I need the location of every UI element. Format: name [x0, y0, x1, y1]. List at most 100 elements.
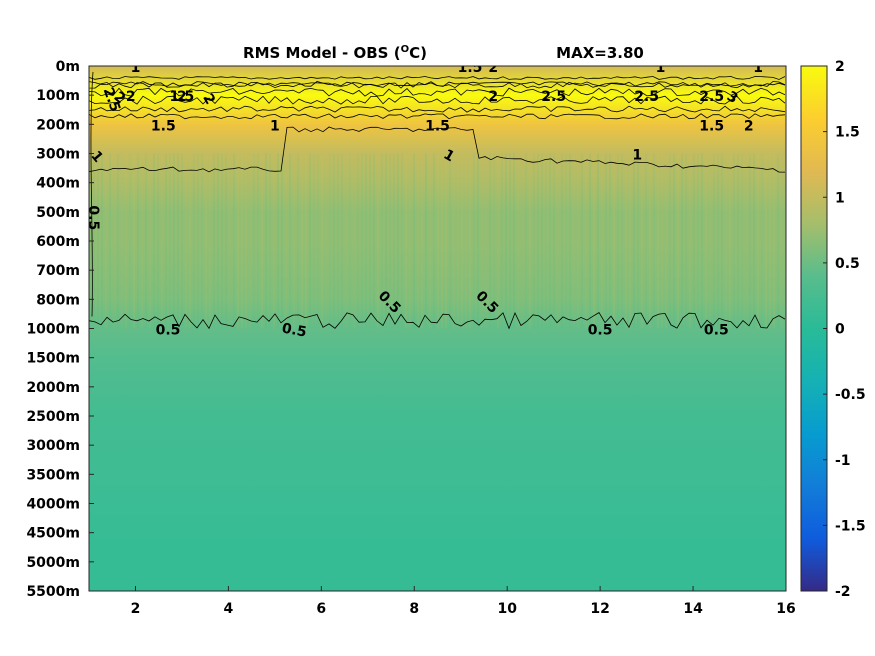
texture-stripe: [353, 153, 355, 329]
texture-stripe: [273, 153, 275, 329]
texture-stripe: [373, 153, 375, 329]
texture-stripe: [629, 153, 631, 329]
texture-stripe: [233, 153, 235, 329]
texture-stripe: [133, 153, 135, 329]
texture-stripe: [97, 153, 99, 329]
texture-stripe: [693, 153, 695, 329]
chart-title: RMS Model - OBS (OC): [243, 44, 427, 62]
x-tick-label: 10: [497, 601, 517, 617]
texture-stripe: [725, 153, 727, 329]
contour-labels: 1 1.5 2 1 12.522 1.52 2 2 2.5 2.5 2.5 31.5 1.5 21 1.51…: [85, 60, 763, 341]
texture-stripe: [377, 153, 379, 329]
texture-stripe: [513, 153, 515, 329]
texture-stripe: [225, 153, 227, 329]
texture-stripe: [137, 153, 139, 329]
texture-stripe: [773, 153, 775, 329]
texture-stripe: [237, 153, 239, 329]
texture-stripe: [181, 153, 183, 329]
texture-stripe: [585, 153, 587, 329]
texture-stripe: [125, 153, 127, 329]
texture-stripe: [673, 153, 675, 329]
colorbar-tick-label: -2: [835, 584, 851, 600]
texture-stripe: [449, 153, 451, 329]
contour-label: 1.5: [425, 118, 450, 134]
texture-stripe: [657, 153, 659, 329]
texture-stripe: [361, 153, 363, 329]
texture-stripe: [653, 153, 655, 329]
heatmap-plot-area: 1 1.5 2 1 12.522 1.52 2 2 2.5 2.5 2.5 31.5 1.5 21 1.51…: [85, 60, 786, 591]
texture-stripe: [265, 153, 267, 329]
colorbar-tick-label: 1.5: [835, 125, 860, 141]
colorbar-tick-label: -1: [835, 453, 851, 469]
texture-stripe: [189, 153, 191, 329]
contour-line-2.5-upper: [89, 87, 786, 97]
texture-stripe: [525, 153, 527, 329]
colorbar-tick-label: 1: [835, 190, 845, 206]
x-tick-label: 12: [590, 601, 609, 617]
texture-stripe: [645, 153, 647, 329]
heatmap-texture-layer: [89, 153, 786, 329]
texture-stripe: [313, 153, 315, 329]
texture-stripe: [505, 153, 507, 329]
texture-stripe: [161, 153, 163, 329]
contour-label: 0.5: [156, 323, 181, 339]
contour-line-1.5-lower: [89, 113, 786, 120]
texture-stripe: [205, 153, 207, 329]
texture-stripe: [445, 153, 447, 329]
texture-stripe: [385, 153, 387, 329]
texture-stripe: [297, 153, 299, 329]
texture-stripe: [365, 153, 367, 329]
texture-stripe: [529, 153, 531, 329]
texture-stripe: [685, 153, 687, 329]
texture-stripe: [197, 153, 199, 329]
texture-stripe: [169, 153, 171, 329]
contour-label: 2: [488, 60, 498, 76]
texture-stripe: [469, 153, 471, 329]
texture-stripe: [345, 153, 347, 329]
contour-line-1.5-top: [89, 81, 786, 87]
texture-stripe: [369, 153, 371, 329]
y-tick-label: 300m: [36, 147, 80, 163]
contour-label: 0.5: [85, 205, 101, 230]
texture-stripe: [341, 153, 343, 329]
x-tick-label: 8: [409, 601, 419, 617]
contour-label: 1: [270, 118, 280, 134]
texture-stripe: [537, 153, 539, 329]
texture-stripe: [681, 153, 683, 329]
texture-stripe: [409, 153, 411, 329]
texture-stripe: [453, 153, 455, 329]
texture-stripe: [129, 153, 131, 329]
contour-lines: [89, 71, 786, 330]
texture-stripe: [229, 153, 231, 329]
texture-stripe: [489, 153, 491, 329]
texture-stripe: [769, 153, 771, 329]
y-tick-label: 1500m: [26, 351, 80, 367]
texture-stripe: [737, 153, 739, 329]
texture-stripe: [533, 153, 535, 329]
texture-stripe: [765, 153, 767, 329]
contour-label: 2: [488, 89, 498, 105]
texture-stripe: [165, 153, 167, 329]
contour-label: 2: [744, 118, 754, 134]
x-tick-label: 16: [776, 601, 795, 617]
x-axis: 2 4 6 8 10 12 14 16: [131, 586, 796, 617]
contour-label: 2: [126, 89, 136, 105]
texture-stripe: [317, 153, 319, 329]
contour-label: 2.5: [699, 89, 724, 105]
texture-stripe: [677, 153, 679, 329]
y-tick-label: 1000m: [26, 322, 80, 338]
texture-stripe: [601, 153, 603, 329]
texture-stripe: [717, 153, 719, 329]
contour-label: 2.5: [541, 89, 566, 105]
texture-stripe: [153, 153, 155, 329]
colorbar-tick-label: -1.5: [835, 518, 866, 534]
texture-stripe: [401, 153, 403, 329]
texture-stripe: [509, 153, 511, 329]
colorbar: 2 1.5 1 0.5 0 -0.5 -1 -1.5 -2: [800, 59, 866, 600]
texture-stripe: [457, 153, 459, 329]
contour-label: 1.5: [151, 118, 176, 134]
texture-stripe: [473, 153, 475, 329]
texture-stripe: [309, 153, 311, 329]
contour-label: 1.5: [699, 118, 724, 134]
texture-stripe: [177, 153, 179, 329]
